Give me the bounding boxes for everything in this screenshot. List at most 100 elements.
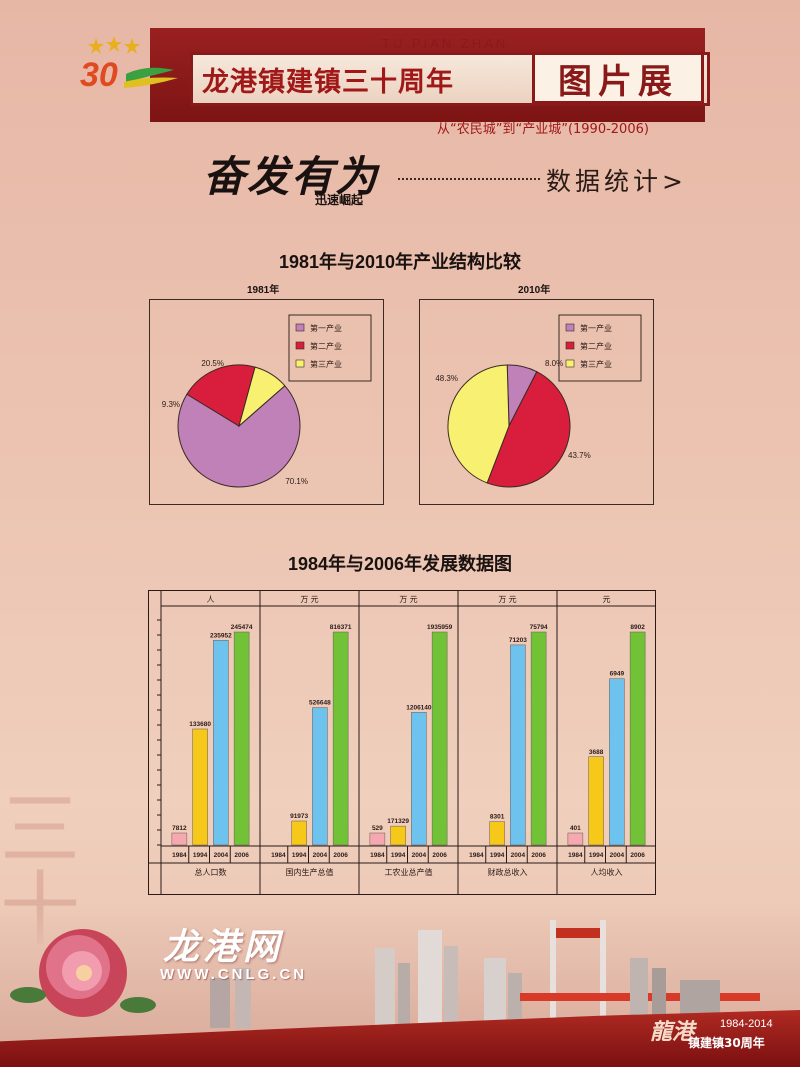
pie-data-label-0-2: 9.3% <box>162 400 180 409</box>
anniversary-text: 镇建镇30周年 <box>688 1036 765 1050</box>
section-label-statistics: 数据统计> <box>546 167 687 196</box>
bar-0-1 <box>192 728 208 846</box>
bar-2-1 <box>390 825 406 846</box>
pie-2010-title: 2010年 <box>518 285 551 296</box>
bar-2-0 <box>369 832 386 846</box>
bar-year-label-4-1: 1994 <box>589 852 604 859</box>
bar-value-label-2-1: 171329 <box>387 818 409 825</box>
bar-year-label-1-3: 2006 <box>333 852 348 859</box>
bar-year-label-4-3: 2006 <box>630 852 645 859</box>
bar-group-name-4: 人均收入 <box>591 867 623 877</box>
pie-legend-swatch-1-1 <box>565 341 575 350</box>
page-subtitle: 从“农民城”到“产业城”(1990-2006) <box>437 122 649 137</box>
pie-section-title: 1981年与2010年产业结构比较 <box>278 252 522 272</box>
bar-year-label-4-0: 1984 <box>568 852 583 859</box>
anniversary-logo: 30 <box>66 34 181 94</box>
site-url: WWW.CNLG.CN <box>160 966 308 983</box>
bar-unit-label-1: 万 元 <box>300 595 318 604</box>
bar-year-label-2-3: 2006 <box>432 852 447 859</box>
page-title: 龙港镇建镇三十周年 <box>202 67 454 98</box>
bar-year-label-0-3: 2006 <box>234 852 249 859</box>
pie-data-label-1-0: 8.0% <box>545 359 563 368</box>
bar-1-2 <box>312 707 328 846</box>
bar-value-label-0-1: 133680 <box>189 721 211 728</box>
bar-2-2 <box>411 712 427 846</box>
pie-data-label-1-1: 48.3% <box>435 374 458 383</box>
pie-slice-0-0 <box>177 385 301 488</box>
bar-value-label-1-2: 526648 <box>309 700 331 707</box>
bar-value-label-0-0: 7812 <box>172 825 187 832</box>
bar-0-2 <box>213 640 229 846</box>
bar-0-3 <box>233 631 250 846</box>
bar-value-label-2-2: 1206140 <box>406 704 432 711</box>
bar-unit-label-3: 万 元 <box>498 595 516 604</box>
bar-value-label-1-3: 816371 <box>330 624 352 631</box>
bar-value-label-2-0: 529 <box>372 825 383 832</box>
bar-chart-frame <box>148 590 656 895</box>
bar-1-3 <box>332 631 349 846</box>
bar-year-label-4-2: 2004 <box>610 852 625 859</box>
anniversary-mark: 龍港 <box>650 1019 695 1045</box>
pie-legend-label-1-1: 第二产业 <box>580 341 612 351</box>
bar-4-3 <box>629 631 646 846</box>
pie-legend-swatch-1-0 <box>565 323 575 332</box>
bar-3-1 <box>489 821 505 846</box>
bar-value-label-0-2: 235952 <box>210 632 232 639</box>
bar-section-title: 1984年与2006年发展数据图 <box>287 554 513 574</box>
pie-slice-1-1 <box>486 371 571 488</box>
exhibit-label: 图片展 <box>532 52 704 104</box>
bar-unit-label-4: 元 <box>603 595 611 604</box>
anniversary-years: 1984-2014 <box>720 1018 773 1030</box>
logo-number: 30 <box>80 56 118 92</box>
pie-legend-label-1-2: 第三产业 <box>580 359 612 369</box>
pie-legend-label-0-2: 第三产业 <box>310 359 342 369</box>
pie-1981-title: 1981年 <box>247 285 280 296</box>
pie-legend-swatch-1-2 <box>565 359 575 368</box>
bar-group-name-3: 财政总收入 <box>488 867 528 877</box>
bar-1-1 <box>291 820 307 846</box>
bar-year-label-0-1: 1994 <box>193 852 208 859</box>
bar-value-label-3-2: 71203 <box>509 637 527 644</box>
pie-data-label-1-2: 43.7% <box>568 451 591 460</box>
bar-year-label-1-1: 1994 <box>292 852 307 859</box>
bar-value-label-4-3: 8902 <box>630 624 645 631</box>
pie-legend-swatch-0-2 <box>295 359 305 368</box>
bar-group-name-0: 总人口数 <box>195 867 227 877</box>
bar-year-label-2-2: 2004 <box>412 852 427 859</box>
bar-year-label-3-2: 2004 <box>511 852 526 859</box>
bar-value-label-2-3: 1935959 <box>427 624 453 631</box>
header-pinyin: TU PIAN ZHAN <box>382 36 509 51</box>
bar-4-2 <box>609 678 625 846</box>
bar-year-label-2-0: 1984 <box>370 852 385 859</box>
bar-group-name-2: 工农业总产值 <box>385 867 433 877</box>
bar-value-label-4-2: 6949 <box>610 671 625 678</box>
bar-year-label-3-3: 2006 <box>531 852 546 859</box>
city-skyline-image <box>210 920 760 1028</box>
bar-value-label-4-0: 401 <box>570 825 581 832</box>
bar-year-label-3-0: 1984 <box>469 852 484 859</box>
pie-data-label-0-0: 70.1% <box>285 477 308 486</box>
bar-3-3 <box>530 631 547 846</box>
bar-2-3 <box>431 631 448 846</box>
bar-year-label-1-0: 1984 <box>271 852 286 859</box>
bar-value-label-3-1: 8301 <box>490 814 505 821</box>
bar-year-label-2-1: 1994 <box>391 852 406 859</box>
pie-legend-label-1-0: 第一产业 <box>580 323 612 333</box>
bar-year-label-1-2: 2004 <box>313 852 328 859</box>
bar-year-label-3-1: 1994 <box>490 852 505 859</box>
pie-chart-1981: 70.1% 20.5% 9.3% 第一产业 第二产业 第三产业 <box>149 299 384 505</box>
pie-slice-0-1 <box>186 364 256 427</box>
bar-3-2 <box>510 644 526 846</box>
pie-legend-swatch-0-0 <box>295 323 305 332</box>
bar-value-label-3-3: 75794 <box>530 624 548 631</box>
pie-data-label-0-1: 20.5% <box>201 359 224 368</box>
bar-year-label-0-2: 2004 <box>214 852 229 859</box>
pie-slice-0-2 <box>238 366 286 428</box>
bar-4-0 <box>567 832 584 846</box>
bar-unit-label-2: 万 元 <box>399 595 417 604</box>
bar-4-1 <box>588 756 604 846</box>
